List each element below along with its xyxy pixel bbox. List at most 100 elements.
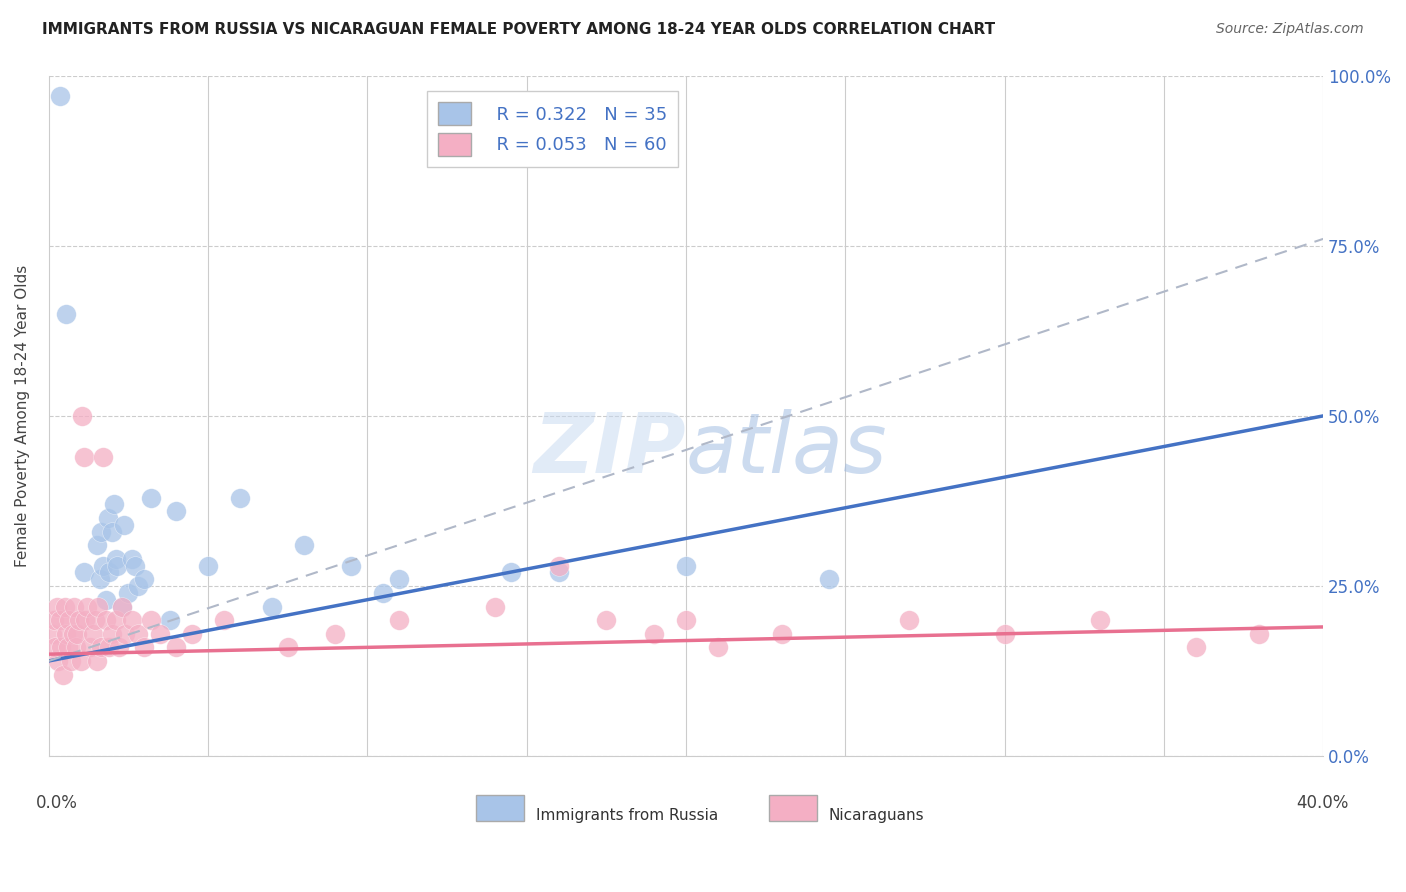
Point <box>73 450 96 464</box>
Text: 0.0%: 0.0% <box>37 794 77 812</box>
Point <box>595 613 617 627</box>
Point <box>76 599 98 614</box>
Point <box>104 552 127 566</box>
Point <box>499 566 522 580</box>
Point <box>212 613 235 627</box>
Legend:   R = 0.322   N = 35,   R = 0.053   N = 60: R = 0.322 N = 35, R = 0.053 N = 60 <box>427 91 678 167</box>
Point <box>86 538 108 552</box>
Point <box>1184 640 1206 655</box>
Point <box>707 640 730 655</box>
Point <box>124 558 146 573</box>
Point <box>60 654 83 668</box>
Point <box>229 491 252 505</box>
Point <box>42 613 65 627</box>
Text: Nicaraguans: Nicaraguans <box>828 808 924 823</box>
Point <box>139 613 162 627</box>
Point <box>197 558 219 573</box>
Point <box>547 566 569 580</box>
Point <box>325 626 347 640</box>
Point <box>91 558 114 573</box>
Point <box>165 640 187 655</box>
Point <box>127 626 149 640</box>
Point <box>101 524 124 539</box>
Point <box>121 552 143 566</box>
Point <box>484 599 506 614</box>
Point <box>84 613 107 627</box>
Point <box>89 572 111 586</box>
FancyBboxPatch shape <box>769 795 817 821</box>
Point <box>62 626 84 640</box>
Point <box>1249 626 1271 640</box>
Point <box>104 613 127 627</box>
Point <box>46 654 69 668</box>
Text: ZIP: ZIP <box>533 409 686 491</box>
Point <box>94 613 117 627</box>
Point <box>79 640 101 655</box>
Point <box>121 613 143 627</box>
Point <box>111 599 134 614</box>
Point <box>1088 613 1111 627</box>
Point <box>44 640 66 655</box>
Y-axis label: Female Poverty Among 18-24 Year Olds: Female Poverty Among 18-24 Year Olds <box>15 265 30 567</box>
Point <box>373 586 395 600</box>
Text: atlas: atlas <box>686 409 887 491</box>
Point <box>134 640 156 655</box>
Text: IMMIGRANTS FROM RUSSIA VS NICARAGUAN FEMALE POVERTY AMONG 18-24 YEAR OLDS CORREL: IMMIGRANTS FROM RUSSIA VS NICARAGUAN FEM… <box>42 22 995 37</box>
Point <box>897 613 920 627</box>
Point <box>388 613 411 627</box>
Point <box>111 599 134 614</box>
Point <box>73 566 96 580</box>
Point <box>117 586 139 600</box>
Text: Immigrants from Russia: Immigrants from Russia <box>536 808 718 823</box>
Point <box>45 599 67 614</box>
Point <box>66 626 89 640</box>
Point <box>55 307 77 321</box>
Point <box>70 409 93 423</box>
Point <box>65 640 87 655</box>
Point <box>87 599 110 614</box>
Point <box>53 599 76 614</box>
Point <box>181 626 204 640</box>
Point <box>52 667 75 681</box>
Point <box>49 613 72 627</box>
Text: Source: ZipAtlas.com: Source: ZipAtlas.com <box>1216 22 1364 37</box>
Point <box>90 640 112 655</box>
Point <box>90 524 112 539</box>
Point <box>675 613 697 627</box>
Point <box>277 640 299 655</box>
Point <box>159 613 181 627</box>
Point <box>94 592 117 607</box>
Point <box>818 572 841 586</box>
Point <box>56 640 79 655</box>
Point <box>86 654 108 668</box>
Point <box>675 558 697 573</box>
Point <box>388 572 411 586</box>
Point <box>643 626 665 640</box>
Point <box>260 599 283 614</box>
Point <box>108 640 131 655</box>
Point <box>993 626 1015 640</box>
Point <box>112 517 135 532</box>
Point <box>97 511 120 525</box>
Point <box>98 566 121 580</box>
Point <box>67 613 90 627</box>
Point <box>547 558 569 573</box>
Point <box>134 572 156 586</box>
Point <box>41 626 63 640</box>
Point <box>114 626 136 640</box>
Point <box>105 558 128 573</box>
Point <box>127 579 149 593</box>
Point <box>49 89 72 103</box>
Point <box>292 538 315 552</box>
Point <box>75 613 97 627</box>
Point <box>770 626 793 640</box>
Point <box>98 640 121 655</box>
Point <box>139 491 162 505</box>
Point <box>63 599 86 614</box>
Point <box>82 626 104 640</box>
Point <box>58 613 80 627</box>
Point <box>51 640 73 655</box>
Point <box>69 654 91 668</box>
FancyBboxPatch shape <box>475 795 524 821</box>
Point <box>340 558 363 573</box>
